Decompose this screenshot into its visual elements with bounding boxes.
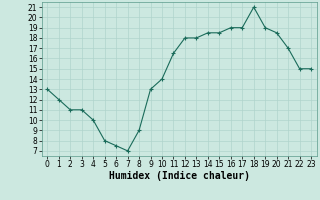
X-axis label: Humidex (Indice chaleur): Humidex (Indice chaleur) — [109, 171, 250, 181]
